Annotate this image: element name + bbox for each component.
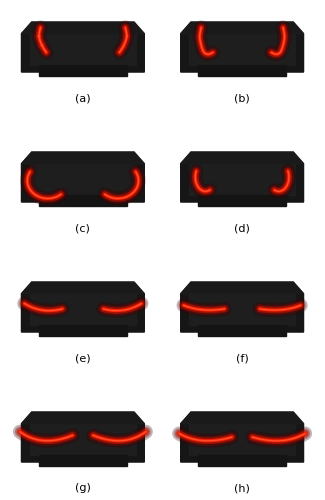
Polygon shape bbox=[181, 412, 304, 462]
Polygon shape bbox=[21, 22, 144, 72]
Polygon shape bbox=[181, 22, 304, 34]
Text: (e): (e) bbox=[75, 354, 91, 364]
Polygon shape bbox=[189, 294, 295, 325]
Polygon shape bbox=[181, 152, 304, 164]
Polygon shape bbox=[30, 34, 136, 65]
Polygon shape bbox=[198, 65, 286, 76]
Polygon shape bbox=[189, 34, 295, 65]
Polygon shape bbox=[21, 152, 144, 164]
Text: (f): (f) bbox=[236, 354, 249, 364]
Polygon shape bbox=[181, 282, 304, 332]
Text: (c): (c) bbox=[75, 224, 90, 234]
Polygon shape bbox=[21, 282, 144, 294]
Text: (a): (a) bbox=[75, 94, 91, 104]
Polygon shape bbox=[189, 164, 295, 195]
Polygon shape bbox=[30, 424, 136, 455]
Polygon shape bbox=[30, 294, 136, 325]
Polygon shape bbox=[39, 455, 127, 466]
Polygon shape bbox=[198, 455, 286, 466]
Polygon shape bbox=[21, 412, 144, 424]
Polygon shape bbox=[39, 195, 127, 205]
Polygon shape bbox=[39, 325, 127, 336]
Polygon shape bbox=[39, 65, 127, 76]
Polygon shape bbox=[181, 282, 304, 294]
Polygon shape bbox=[198, 195, 286, 205]
Text: (h): (h) bbox=[234, 484, 250, 494]
Polygon shape bbox=[30, 164, 136, 195]
Polygon shape bbox=[181, 22, 304, 72]
Polygon shape bbox=[181, 152, 304, 202]
Polygon shape bbox=[21, 412, 144, 462]
Polygon shape bbox=[189, 424, 295, 455]
Polygon shape bbox=[21, 282, 144, 332]
Polygon shape bbox=[181, 412, 304, 424]
Polygon shape bbox=[21, 152, 144, 202]
Polygon shape bbox=[198, 325, 286, 336]
Text: (g): (g) bbox=[75, 484, 91, 494]
Polygon shape bbox=[21, 22, 144, 34]
Text: (d): (d) bbox=[234, 224, 250, 234]
Text: (b): (b) bbox=[234, 94, 250, 104]
